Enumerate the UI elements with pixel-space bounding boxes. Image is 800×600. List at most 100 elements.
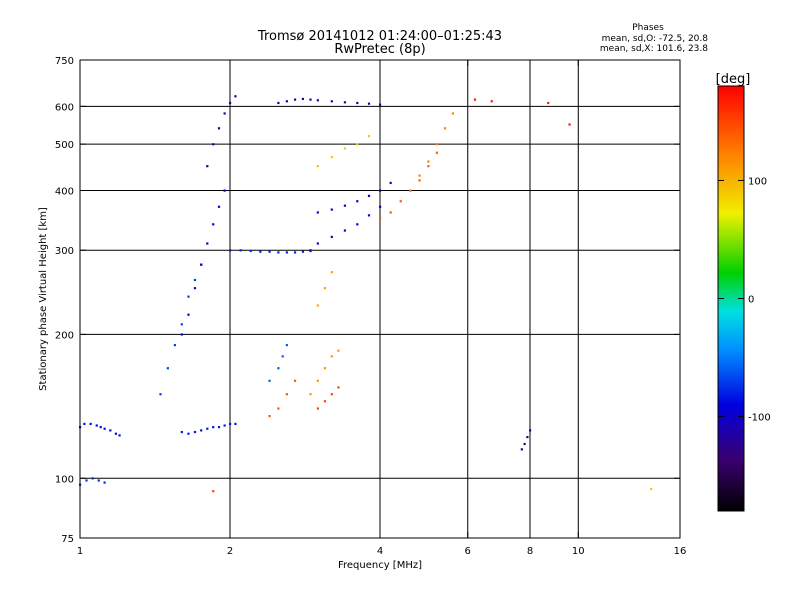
data-point: [316, 379, 319, 382]
y-tick-label: 500: [55, 140, 74, 151]
data-point: [285, 344, 288, 347]
data-point: [343, 147, 347, 150]
y-tick-label: 300: [55, 246, 74, 257]
data-point: [379, 189, 382, 192]
data-point: [547, 101, 550, 105]
data-point: [281, 355, 284, 358]
data-point: [268, 414, 271, 418]
data-point: [418, 174, 421, 177]
data-point: [309, 393, 312, 396]
data-point: [330, 271, 333, 274]
data-point: [316, 407, 319, 410]
data-point: [212, 223, 215, 226]
data-point: [223, 424, 226, 427]
y-tick-label: 400: [55, 186, 74, 197]
x-tick-label: 4: [377, 546, 383, 557]
data-point: [316, 165, 319, 168]
data-point: [343, 204, 347, 207]
data-point: [109, 429, 112, 432]
data-point: [83, 422, 86, 426]
data-point: [103, 481, 106, 484]
data-point: [268, 250, 271, 253]
data-point: [330, 156, 333, 159]
data-point: [234, 422, 237, 426]
y-tick-label: 75: [61, 534, 74, 545]
data-point: [285, 100, 288, 103]
data-points: [79, 95, 653, 493]
data-point: [367, 135, 371, 138]
data-point: [323, 287, 327, 290]
data-point: [356, 143, 359, 146]
colorbar-tick-label: 0: [748, 295, 754, 306]
data-point: [330, 208, 333, 211]
data-point: [650, 487, 653, 491]
data-point: [206, 165, 209, 168]
data-point: [523, 442, 526, 446]
data-point: [285, 251, 288, 254]
y-tick-label: 200: [55, 330, 74, 341]
data-point: [217, 426, 221, 429]
colorbar-tick-label: -100: [748, 413, 771, 424]
data-point: [451, 112, 455, 115]
data-point: [367, 102, 371, 105]
data-point: [309, 98, 312, 101]
data-point: [337, 386, 340, 389]
data-point: [180, 323, 183, 326]
data-point: [330, 235, 333, 239]
data-point: [234, 95, 237, 98]
data-point: [526, 435, 529, 439]
data-point: [356, 223, 359, 226]
data-point: [367, 214, 371, 217]
data-point: [212, 490, 215, 493]
data-point: [193, 287, 197, 290]
data-point: [330, 393, 333, 396]
data-point: [277, 251, 280, 254]
data-point: [316, 242, 319, 245]
data-point: [200, 263, 203, 266]
data-point: [435, 151, 438, 154]
x-tick-label: 10: [572, 546, 585, 557]
data-point: [356, 101, 359, 105]
data-point: [159, 393, 162, 396]
data-point: [520, 448, 523, 451]
chart-title-line1: Tromsø 20141012 01:24:00–01:25:43: [257, 29, 502, 44]
data-point: [118, 434, 121, 437]
data-point: [568, 123, 571, 126]
data-point: [473, 98, 477, 101]
data-point: [103, 427, 106, 430]
data-point: [217, 127, 221, 130]
data-point: [379, 217, 382, 220]
data-point: [330, 100, 333, 103]
colorbar-label: [deg]: [716, 72, 751, 87]
x-tick-label: 8: [527, 546, 533, 557]
data-point: [323, 400, 327, 403]
data-point: [187, 313, 190, 316]
data-point: [99, 426, 102, 429]
data-point: [193, 430, 197, 434]
colorbar-ticks: 100 0 -100: [718, 176, 771, 424]
data-point: [293, 251, 297, 254]
data-point: [259, 250, 262, 253]
data-point: [206, 427, 209, 430]
data-point: [309, 249, 312, 252]
data-point: [212, 143, 215, 146]
stats-heading: Phases: [632, 23, 664, 33]
data-point: [285, 393, 288, 396]
data-point: [409, 189, 412, 192]
data-point: [206, 242, 209, 245]
data-point: [301, 97, 305, 101]
colorbar-tick-label: 100: [748, 176, 767, 187]
data-point: [337, 349, 340, 352]
data-point: [223, 112, 226, 115]
data-point: [187, 295, 190, 298]
data-point: [399, 200, 402, 203]
x-axis-label: Frequency [MHz]: [338, 560, 422, 571]
data-point: [114, 432, 118, 435]
data-point: [389, 211, 392, 214]
data-point: [180, 430, 183, 434]
data-point: [418, 179, 421, 182]
data-point: [239, 249, 242, 252]
x-axis-ticks: 1 2 4 6 8 10 16: [77, 60, 686, 557]
data-point: [490, 100, 493, 103]
